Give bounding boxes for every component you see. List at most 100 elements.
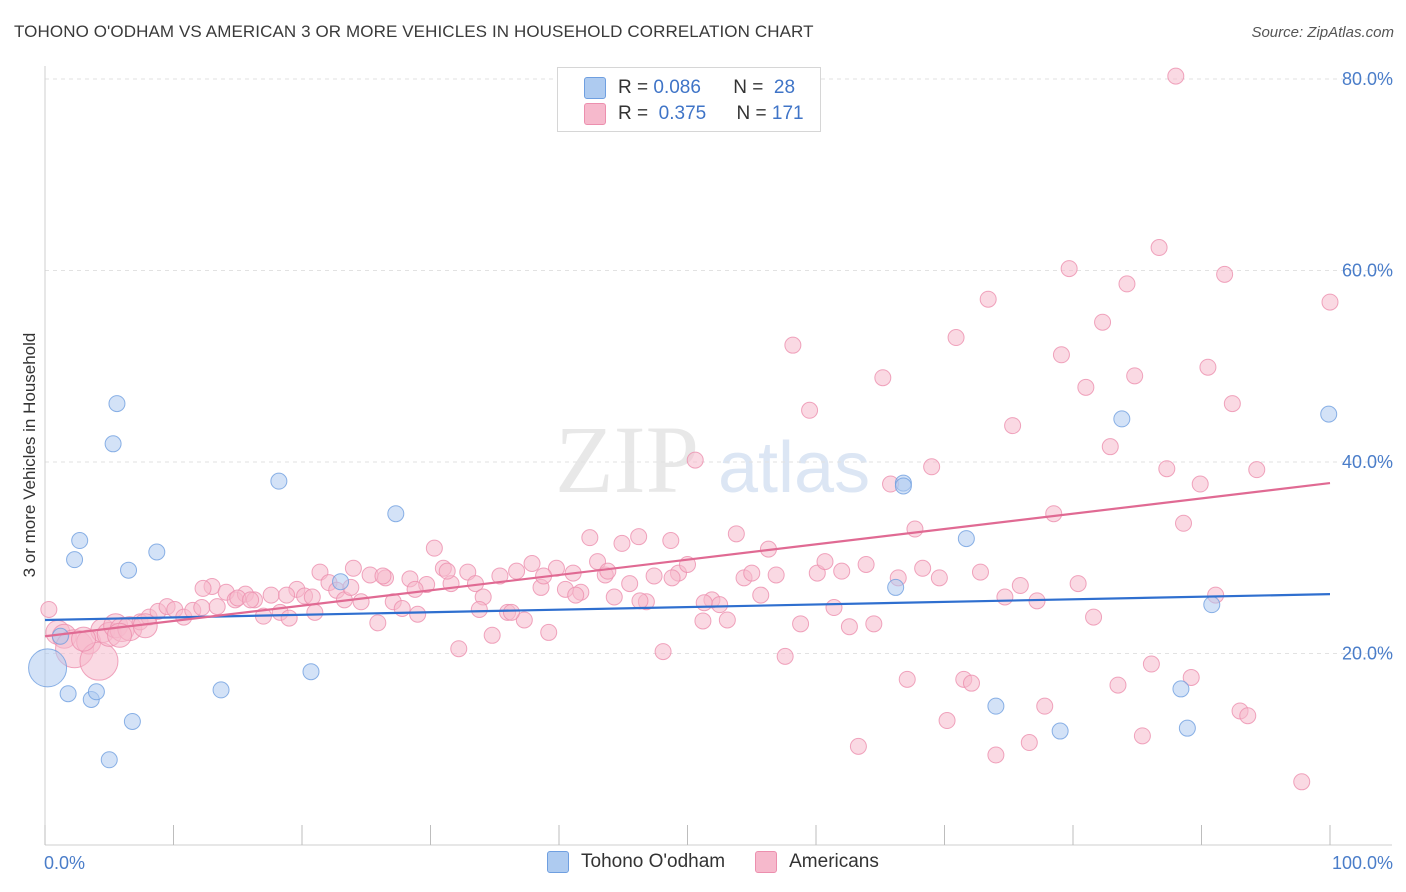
source-label: Source: ZipAtlas.com: [1251, 24, 1394, 41]
tohono-point: [51, 627, 69, 645]
americans-point: [605, 588, 623, 606]
americans-point: [540, 623, 558, 641]
americans-point: [840, 618, 858, 636]
americans-point: [792, 615, 810, 633]
legend-n-label: N =: [736, 103, 767, 124]
americans-point: [369, 614, 387, 632]
legend-r-value: 0.086: [653, 77, 701, 98]
americans-point: [865, 615, 883, 633]
americans-point: [849, 737, 867, 755]
americans-point: [686, 451, 704, 469]
series-legend-tohono: Tohono O'odham: [547, 851, 725, 873]
tohono-point: [148, 543, 166, 561]
americans-point: [727, 525, 745, 543]
series-label-tohono: Tohono O'odham: [581, 851, 726, 872]
americans-point: [438, 562, 456, 580]
americans-point: [344, 559, 362, 577]
legend-n-value: 28: [773, 77, 796, 98]
grid-lines: [45, 78, 1392, 654]
tohono-point: [1113, 410, 1131, 428]
tohono-trend-line: [44, 593, 1331, 622]
americans-point: [825, 599, 843, 617]
americans-point: [987, 746, 1005, 764]
americans-point: [1094, 313, 1112, 331]
americans-trend-line: [44, 481, 1331, 638]
americans-point: [767, 566, 785, 584]
americans-point: [1077, 378, 1095, 396]
americans-point: [1036, 697, 1054, 715]
legend-row-tohono: R = 0.086 N = 28: [584, 76, 795, 100]
americans-point: [1142, 655, 1160, 673]
americans-point: [1175, 514, 1193, 532]
tohono-point: [957, 530, 975, 548]
americans-point: [1239, 707, 1257, 725]
americans-point: [1293, 773, 1311, 791]
americans-point: [1223, 395, 1241, 413]
americans-point: [663, 569, 681, 587]
americans-point: [914, 559, 932, 577]
americans-point: [996, 588, 1014, 606]
americans-point: [523, 554, 541, 572]
americans-point: [776, 647, 794, 665]
tohono-point: [104, 435, 122, 453]
americans-point: [621, 575, 639, 593]
x-tick-label: 100.0%: [1332, 853, 1393, 873]
tohono-point: [887, 578, 905, 596]
y-axis-label: 3 or more Vehicles in Household: [20, 333, 39, 578]
y-tick-label: 80.0%: [1342, 69, 1393, 89]
americans-point: [801, 401, 819, 419]
legend-row-americans: R = 0.375 N = 171: [584, 102, 804, 126]
americans-point: [784, 336, 802, 354]
tohono-point: [1172, 680, 1190, 698]
tohono-point: [66, 551, 84, 569]
americans-point: [194, 579, 212, 597]
americans-point: [694, 612, 712, 630]
series-label-americans: Americans: [789, 851, 879, 872]
watermark-atlas: atlas: [718, 428, 870, 508]
americans-points: [40, 67, 1339, 791]
series-swatch-tohono: [547, 851, 569, 873]
americans-point: [491, 567, 509, 585]
americans-point: [483, 626, 501, 644]
y-tick-label: 20.0%: [1342, 644, 1393, 664]
americans-point: [979, 290, 997, 308]
americans-point: [630, 528, 648, 546]
americans-point: [406, 580, 424, 598]
americans-point: [508, 562, 526, 580]
tohono-point: [212, 681, 230, 699]
americans-point: [971, 563, 989, 581]
legend-swatch-americans: [584, 103, 606, 125]
americans-point: [1011, 577, 1029, 595]
series-legend: Tohono O'odham Americans: [547, 851, 909, 873]
americans-point: [1069, 575, 1087, 593]
americans-point: [695, 594, 713, 612]
americans-point: [857, 555, 875, 573]
tohono-point: [1051, 722, 1069, 740]
americans-point: [107, 622, 133, 648]
series-legend-americans: Americans: [755, 851, 879, 873]
americans-point: [470, 600, 488, 618]
americans-point: [306, 603, 324, 621]
americans-point: [1133, 727, 1151, 745]
americans-point: [393, 599, 411, 617]
legend-r-label: R =: [618, 103, 649, 124]
americans-point: [242, 591, 260, 609]
legend-r-label: R =: [618, 77, 649, 98]
americans-point: [374, 567, 392, 585]
americans-point: [938, 712, 956, 730]
americans-point: [599, 562, 617, 580]
americans-point: [567, 586, 585, 604]
watermark-zip: ZIP: [555, 406, 699, 513]
americans-point: [1085, 608, 1103, 626]
legend-n-label: N =: [733, 77, 764, 98]
americans-point: [280, 609, 298, 627]
tohono-point: [894, 477, 912, 495]
tohono-point: [59, 685, 77, 703]
americans-point: [1248, 461, 1266, 479]
americans-point: [352, 593, 370, 611]
tohono-point: [28, 648, 68, 688]
americans-point: [1167, 67, 1185, 85]
tohono-point: [100, 751, 118, 769]
americans-point: [718, 611, 736, 629]
